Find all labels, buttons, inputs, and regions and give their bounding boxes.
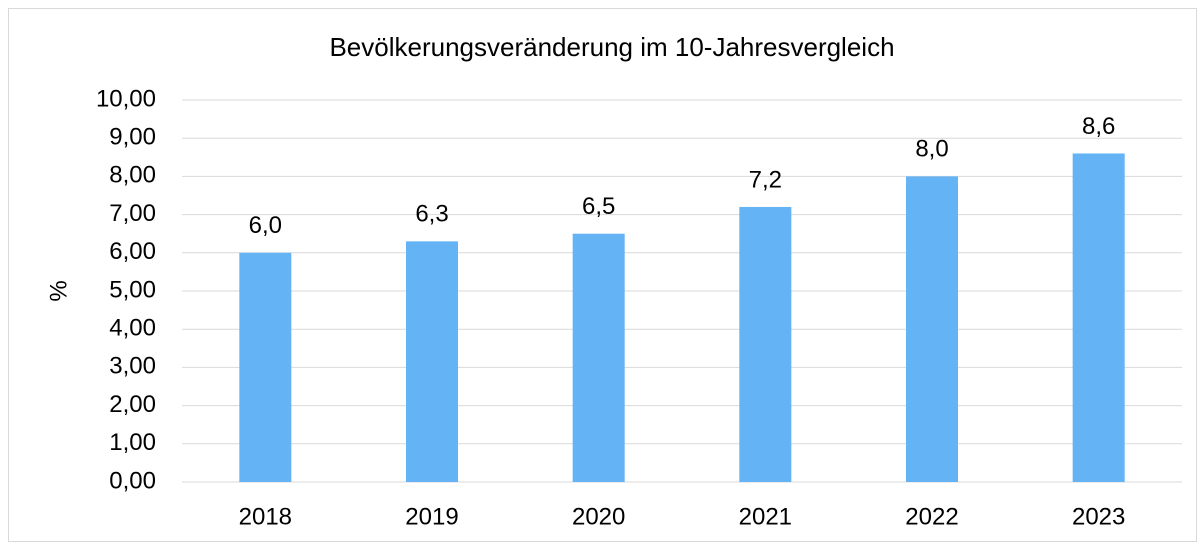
y-tick-label: 7,00 xyxy=(109,200,156,227)
data-label: 8,6 xyxy=(1082,113,1115,140)
y-tick-label: 4,00 xyxy=(109,315,156,342)
y-axis-label: % xyxy=(45,280,72,301)
bar xyxy=(239,252,292,482)
x-tick-label: 2021 xyxy=(739,503,792,530)
y-tick-label: 1,00 xyxy=(109,429,156,456)
x-tick-label: 2019 xyxy=(405,503,458,530)
y-tick-label: 8,00 xyxy=(109,162,156,189)
bar xyxy=(906,176,958,482)
data-label: 6,3 xyxy=(415,201,448,228)
y-tick-label: 5,00 xyxy=(109,276,156,303)
data-label: 6,5 xyxy=(582,193,615,220)
y-tick-label: 2,00 xyxy=(109,391,156,418)
data-label: 8,0 xyxy=(915,136,948,163)
x-tick-label: 2023 xyxy=(1072,503,1125,530)
y-tick-label: 10,00 xyxy=(96,85,156,112)
y-tick-label: 9,00 xyxy=(109,124,156,151)
y-tick-label: 0,00 xyxy=(109,467,156,494)
data-label: 7,2 xyxy=(749,166,782,193)
x-tick-label: 2022 xyxy=(905,503,958,530)
bar xyxy=(1072,153,1125,483)
bar xyxy=(739,206,792,482)
x-tick-label: 2020 xyxy=(572,503,625,530)
bar xyxy=(406,241,458,482)
data-label: 6,0 xyxy=(249,212,282,239)
x-tick-label: 2018 xyxy=(239,503,292,530)
bar xyxy=(572,233,625,482)
y-tick-label: 6,00 xyxy=(109,238,156,265)
chart-title: Bevölkerungsveränderung im 10-Jahresverg… xyxy=(329,32,894,62)
y-tick-label: 3,00 xyxy=(109,353,156,380)
